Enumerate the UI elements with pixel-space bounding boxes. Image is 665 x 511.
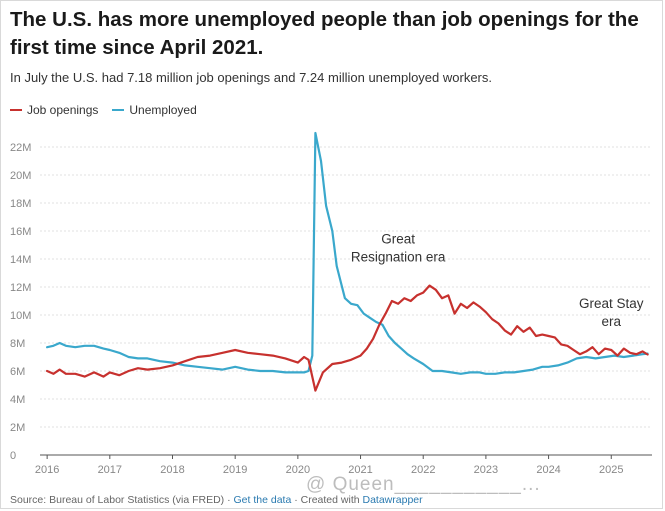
datawrapper-link[interactable]: Datawrapper	[362, 494, 423, 506]
legend-swatch-unemployed	[112, 108, 125, 112]
chart-subtitle: In July the U.S. had 7.18 million job op…	[10, 70, 492, 85]
watermark-text: @ Queen___________...	[306, 474, 541, 495]
x-tick-label: 2023	[474, 464, 498, 476]
x-tick-label: 2022	[411, 464, 435, 476]
y-tick-label: 22M	[10, 142, 31, 154]
chart-legend: Job openings Unemployed	[10, 103, 211, 117]
x-tick-label: 2018	[160, 464, 184, 476]
y-tick-label: 20M	[10, 170, 31, 182]
source-line: Source: Bureau of Labor Statistics (via …	[10, 494, 423, 506]
y-tick-label: 6M	[10, 366, 25, 378]
series-line-unemployed	[46, 131, 649, 375]
x-tick-label: 2024	[536, 464, 560, 476]
y-tick-label: 16M	[10, 226, 31, 238]
chart-title: The U.S. has more unemployed people than…	[10, 8, 639, 59]
legend-label-unemployed: Unemployed	[129, 103, 197, 117]
legend-label-job-openings: Job openings	[27, 103, 99, 117]
annotation-great-stay: era	[601, 314, 621, 329]
x-tick-label: 2017	[98, 464, 122, 476]
y-tick-label: 4M	[10, 394, 25, 406]
legend-swatch-job-openings	[10, 108, 22, 112]
x-tick-label: 2019	[223, 464, 247, 476]
y-tick-label: 0	[10, 450, 16, 462]
annotation-great-stay: Great Stay	[579, 296, 644, 311]
y-tick-label: 12M	[10, 282, 31, 294]
legend-item-job-openings[interactable]: Job openings	[10, 103, 98, 117]
x-tick-label: 2020	[286, 464, 310, 476]
y-tick-label: 8M	[10, 338, 25, 350]
x-tick-label: 2025	[599, 464, 623, 476]
x-tick-label: 2016	[35, 464, 59, 476]
x-tick-label: 2021	[348, 464, 372, 476]
y-tick-label: 18M	[10, 198, 31, 210]
get-data-link[interactable]: Get the data	[233, 494, 292, 506]
source-middle: · Created with	[291, 494, 363, 506]
series-line-job-openings	[46, 284, 649, 392]
annotation-great-resignation: Great	[381, 232, 415, 247]
y-tick-label: 2M	[10, 422, 25, 434]
y-tick-label: 10M	[10, 310, 31, 322]
y-tick-label: 14M	[10, 254, 31, 266]
source-prefix: Source: Bureau of Labor Statistics (via …	[10, 494, 234, 506]
annotation-great-resignation: Resignation era	[351, 250, 446, 265]
legend-item-unemployed[interactable]: Unemployed	[112, 103, 197, 117]
